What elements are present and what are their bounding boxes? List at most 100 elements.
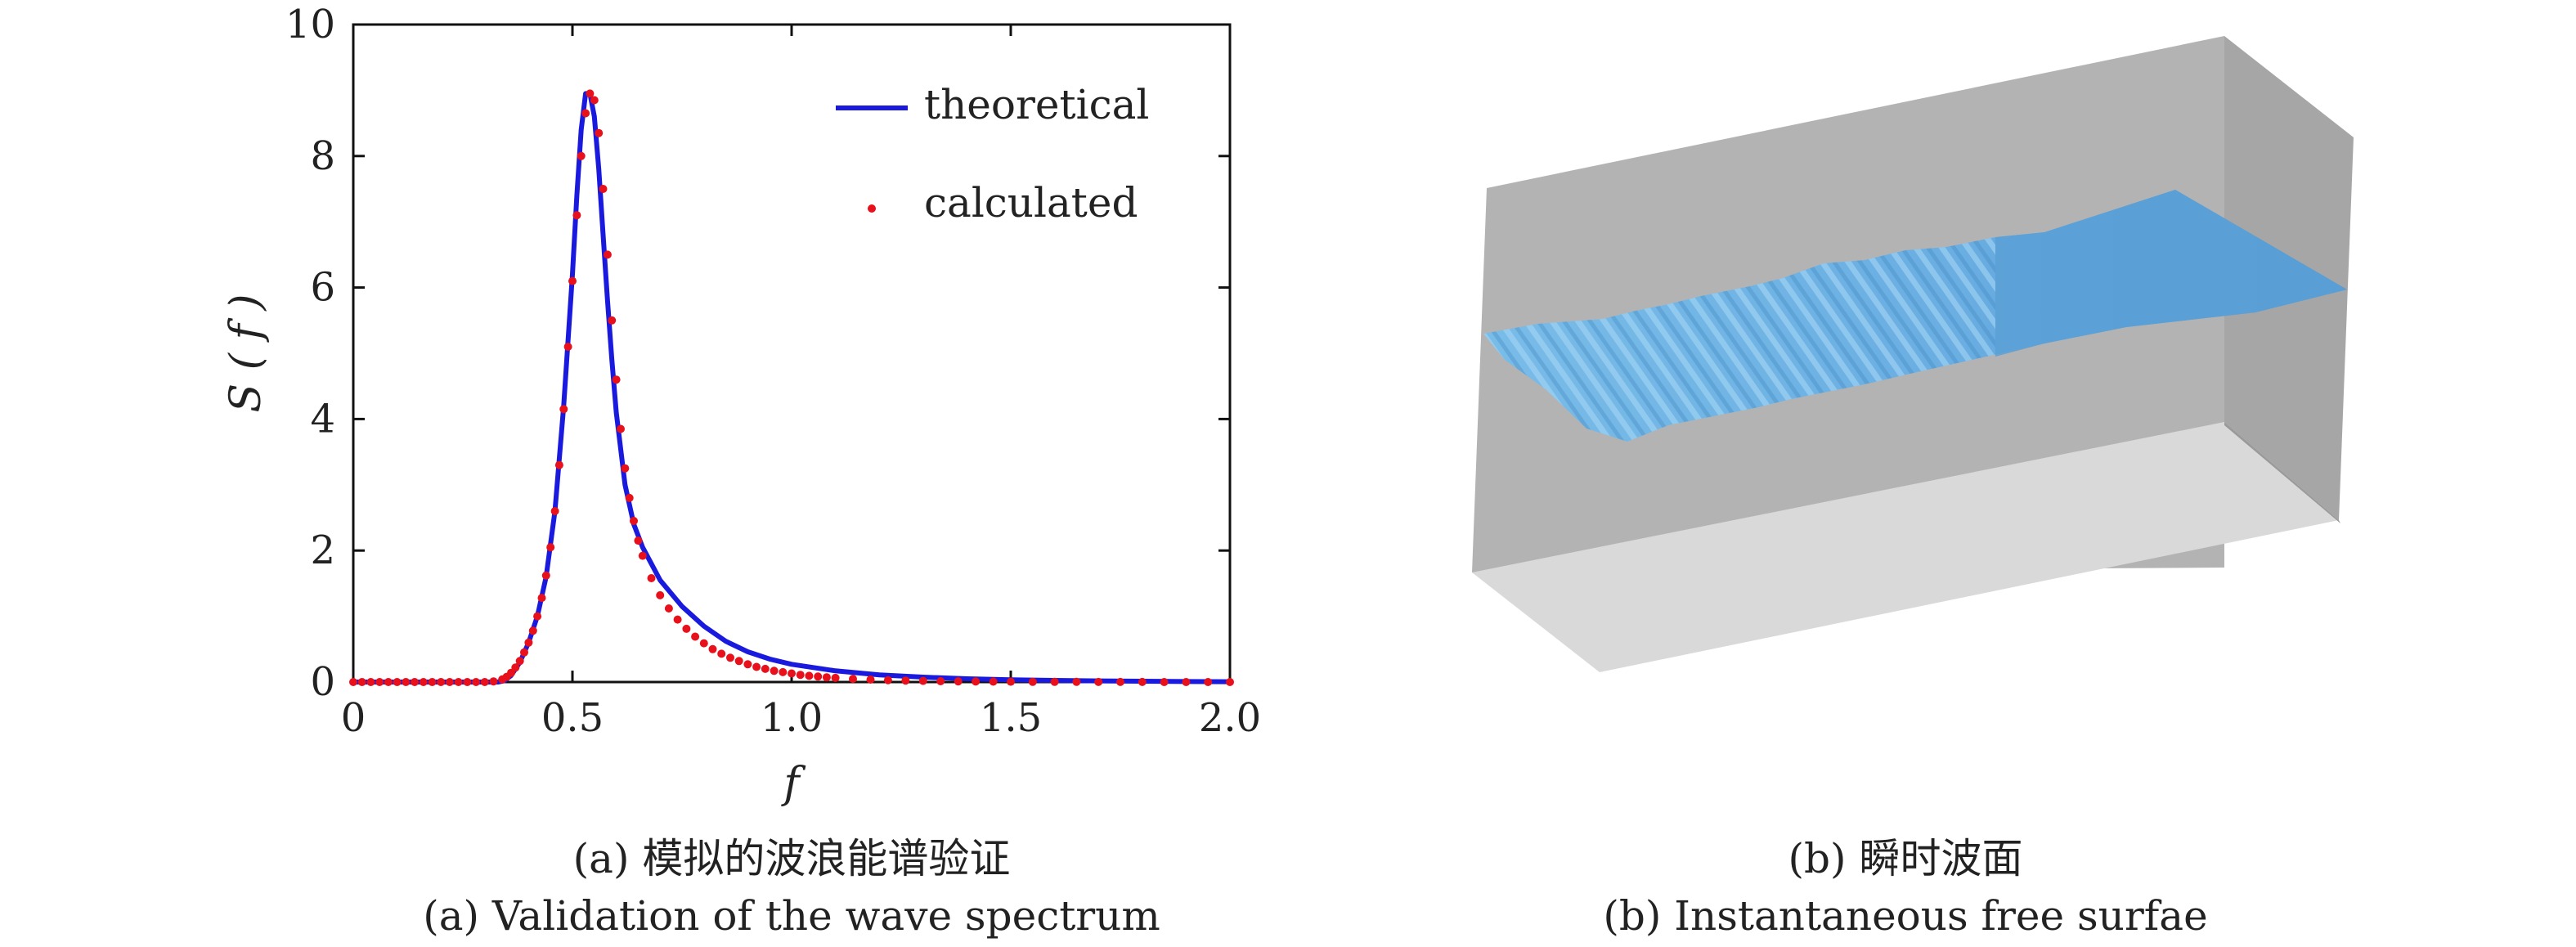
data-point-calculated — [480, 678, 489, 686]
data-point-calculated — [511, 663, 520, 672]
x-tick-label: 0.5 — [541, 695, 604, 741]
data-point-calculated — [559, 405, 568, 414]
caption-a-english: (a) Validation of the wave spectrum — [423, 892, 1160, 940]
data-point-calculated — [428, 678, 437, 686]
y-tick-label: 4 — [310, 396, 335, 442]
data-point-calculated — [743, 660, 752, 669]
legend-label-theoretical: theoretical — [924, 81, 1149, 128]
y-axis-label: S ( f ) — [222, 294, 271, 412]
data-point-calculated — [699, 639, 708, 648]
tank-bottom-face — [1472, 422, 2339, 672]
data-point-calculated — [617, 424, 625, 433]
data-point-calculated — [682, 624, 691, 633]
data-point-calculated — [656, 590, 665, 599]
data-point-calculated — [1160, 678, 1169, 686]
data-point-calculated — [349, 678, 357, 686]
data-point-calculated — [883, 675, 892, 684]
data-point-calculated — [586, 89, 595, 98]
series-layer — [349, 89, 1234, 686]
data-point-calculated — [726, 653, 734, 662]
data-point-calculated — [454, 678, 463, 686]
data-point-calculated — [595, 128, 604, 137]
data-point-calculated — [1072, 677, 1081, 686]
data-point-calculated — [1050, 677, 1059, 686]
data-point-calculated — [630, 517, 638, 525]
data-point-calculated — [788, 669, 796, 678]
data-point-calculated — [822, 673, 831, 682]
data-point-calculated — [445, 678, 454, 686]
x-tick-label: 1.0 — [761, 695, 823, 741]
data-point-calculated — [625, 493, 634, 502]
data-point-calculated — [384, 678, 393, 686]
y-tick-label: 0 — [310, 659, 335, 705]
data-point-calculated — [1226, 678, 1234, 686]
legend-dot-swatch — [868, 204, 876, 213]
caption-b-chinese: (b) 瞬时波面 — [1788, 835, 2023, 882]
data-point-calculated — [554, 460, 563, 469]
y-tick-labels: 0 2 4 6 8 10 — [285, 2, 335, 705]
data-point-calculated — [901, 676, 910, 685]
caption-b-english: (b) Instantaneous free surfae — [1603, 892, 2208, 940]
data-point-calculated — [831, 673, 840, 682]
data-point-calculated — [563, 343, 572, 351]
data-point-calculated — [357, 678, 366, 686]
data-point-calculated — [608, 316, 617, 325]
data-point-calculated — [528, 626, 537, 635]
data-point-calculated — [612, 375, 621, 384]
data-point-calculated — [568, 276, 577, 285]
y-tick-label: 8 — [310, 133, 335, 179]
x-tick-labels: 0 0.5 1.0 1.5 2.0 — [341, 695, 1261, 741]
data-point-calculated — [1094, 677, 1103, 686]
data-point-calculated — [866, 675, 875, 684]
data-point-calculated — [761, 664, 770, 673]
legend-label-calculated: calculated — [924, 179, 1138, 227]
data-point-calculated — [546, 543, 555, 552]
data-point-calculated — [1182, 678, 1191, 686]
data-point-calculated — [581, 109, 590, 118]
data-point-calculated — [752, 662, 761, 671]
data-point-calculated — [402, 678, 411, 686]
data-point-calculated — [472, 678, 481, 686]
data-point-calculated — [814, 672, 823, 681]
data-point-calculated — [796, 671, 805, 680]
data-point-calculated — [419, 678, 428, 686]
data-point-calculated — [489, 677, 498, 686]
data-point-calculated — [366, 678, 375, 686]
data-point-calculated — [1007, 677, 1015, 686]
data-point-calculated — [734, 657, 743, 666]
data-point-calculated — [520, 648, 528, 657]
y-tick-label: 6 — [310, 265, 335, 311]
data-point-calculated — [779, 667, 788, 676]
free-surface-image — [1472, 36, 2354, 672]
data-point-calculated — [1204, 678, 1213, 686]
data-point-calculated — [673, 615, 682, 624]
data-point-calculated — [936, 677, 945, 685]
data-point-calculated — [577, 151, 586, 160]
data-point-calculated — [989, 677, 998, 686]
data-point-calculated — [572, 211, 581, 220]
caption-a-chinese: (a) 模拟的波浪能谱验证 — [572, 835, 1011, 882]
data-point-calculated — [515, 657, 524, 666]
y-tick-label: 2 — [310, 527, 335, 573]
data-point-calculated — [918, 676, 927, 685]
data-point-calculated — [375, 678, 384, 686]
data-point-calculated — [533, 612, 542, 621]
data-point-calculated — [634, 536, 643, 545]
data-point-calculated — [599, 185, 608, 193]
data-point-calculated — [590, 96, 599, 105]
spectrum-chart: 0 0.5 1.0 1.5 2.0 0 2 4 6 8 10 f S ( f ) theoreti… — [222, 2, 1261, 808]
data-point-calculated — [621, 464, 630, 473]
data-point-calculated — [1116, 677, 1124, 686]
data-point-calculated — [437, 678, 446, 686]
data-point-calculated — [524, 638, 533, 647]
data-point-calculated — [708, 644, 717, 653]
legend: theoretical calculated — [836, 81, 1149, 227]
data-point-calculated — [541, 571, 550, 580]
data-point-calculated — [603, 250, 612, 259]
data-point-calculated — [411, 678, 419, 686]
data-point-calculated — [393, 678, 402, 686]
x-tick-label: 1.5 — [980, 695, 1042, 741]
x-axis-label: f — [780, 759, 806, 808]
y-tick-label: 10 — [285, 2, 335, 47]
